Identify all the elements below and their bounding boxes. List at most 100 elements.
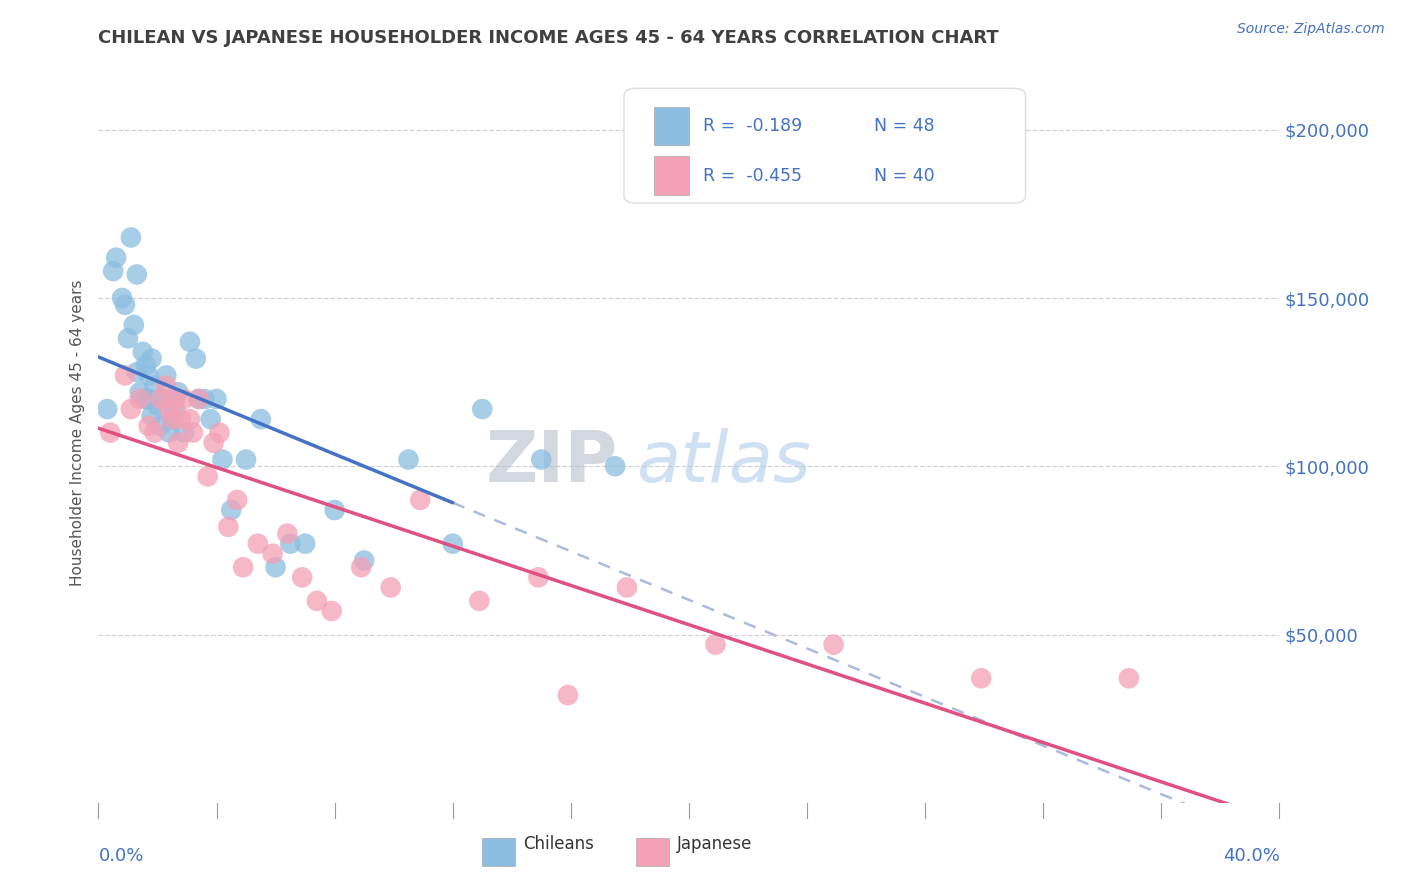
Point bbox=[157, 425, 180, 440]
Point bbox=[350, 560, 373, 574]
Point bbox=[125, 268, 148, 282]
Text: R =  -0.455: R = -0.455 bbox=[703, 167, 801, 185]
Point bbox=[823, 638, 845, 652]
Point bbox=[208, 425, 231, 440]
Text: N = 40: N = 40 bbox=[875, 167, 935, 185]
Point bbox=[557, 688, 579, 702]
Point bbox=[305, 594, 328, 608]
Point bbox=[232, 560, 254, 574]
Point bbox=[264, 560, 287, 574]
Point bbox=[155, 378, 177, 392]
Point bbox=[321, 604, 343, 618]
Point bbox=[132, 344, 155, 359]
Point bbox=[173, 392, 195, 406]
Point bbox=[217, 520, 239, 534]
Point bbox=[138, 368, 160, 383]
Point bbox=[149, 392, 172, 406]
Point bbox=[323, 503, 346, 517]
Point bbox=[294, 536, 316, 550]
Point bbox=[122, 318, 145, 332]
Point bbox=[187, 392, 209, 406]
Point bbox=[194, 392, 217, 406]
FancyBboxPatch shape bbox=[482, 838, 516, 866]
Point bbox=[155, 368, 177, 383]
Point bbox=[704, 638, 727, 652]
Text: ZIP: ZIP bbox=[486, 428, 619, 497]
Point bbox=[165, 402, 187, 417]
Point bbox=[616, 581, 638, 595]
Text: Japanese: Japanese bbox=[678, 835, 752, 853]
Point bbox=[205, 392, 228, 406]
Point bbox=[235, 452, 257, 467]
Point bbox=[143, 425, 166, 440]
FancyBboxPatch shape bbox=[636, 838, 669, 866]
Point bbox=[530, 452, 553, 467]
Point bbox=[162, 412, 183, 426]
Point bbox=[128, 385, 150, 400]
Point bbox=[170, 412, 193, 426]
Point bbox=[605, 459, 627, 474]
Text: Source: ZipAtlas.com: Source: ZipAtlas.com bbox=[1237, 22, 1385, 37]
Point bbox=[187, 392, 209, 406]
Point bbox=[117, 331, 139, 345]
Text: CHILEAN VS JAPANESE HOUSEHOLDER INCOME AGES 45 - 64 YEARS CORRELATION CHART: CHILEAN VS JAPANESE HOUSEHOLDER INCOME A… bbox=[98, 29, 1000, 47]
Point bbox=[138, 392, 160, 406]
Text: R =  -0.189: R = -0.189 bbox=[703, 117, 803, 135]
Text: 0.0%: 0.0% bbox=[98, 847, 143, 865]
Point bbox=[441, 536, 464, 550]
Point bbox=[135, 359, 157, 373]
Point bbox=[184, 351, 207, 366]
Point bbox=[103, 264, 125, 278]
Point bbox=[471, 402, 494, 417]
Point bbox=[173, 425, 195, 440]
Point bbox=[152, 392, 174, 406]
Point bbox=[98, 425, 121, 440]
Point bbox=[146, 399, 169, 413]
Text: N = 48: N = 48 bbox=[875, 117, 935, 135]
Point bbox=[276, 526, 298, 541]
Point bbox=[291, 570, 314, 584]
FancyBboxPatch shape bbox=[624, 88, 1025, 203]
Point bbox=[141, 409, 163, 423]
Point bbox=[125, 365, 148, 379]
Point bbox=[114, 368, 136, 383]
FancyBboxPatch shape bbox=[654, 107, 689, 145]
Point bbox=[138, 418, 160, 433]
Point bbox=[353, 553, 375, 567]
Point bbox=[179, 334, 201, 349]
Point bbox=[262, 547, 284, 561]
Point bbox=[143, 378, 166, 392]
Point bbox=[380, 581, 402, 595]
Point bbox=[157, 402, 180, 417]
Point bbox=[200, 412, 222, 426]
Point bbox=[179, 412, 201, 426]
Point bbox=[149, 418, 172, 433]
Point bbox=[409, 492, 432, 507]
Point bbox=[167, 385, 190, 400]
Point bbox=[120, 402, 142, 417]
Point bbox=[202, 435, 225, 450]
Point bbox=[398, 452, 420, 467]
Point bbox=[250, 412, 273, 426]
Point bbox=[1118, 671, 1140, 685]
FancyBboxPatch shape bbox=[654, 156, 689, 195]
Text: atlas: atlas bbox=[636, 428, 810, 497]
Point bbox=[105, 251, 128, 265]
Point bbox=[181, 425, 204, 440]
Point bbox=[141, 351, 163, 366]
Point bbox=[280, 536, 302, 550]
Point bbox=[167, 435, 190, 450]
Text: 40.0%: 40.0% bbox=[1223, 847, 1279, 865]
Point bbox=[128, 392, 150, 406]
Y-axis label: Householder Income Ages 45 - 64 years: Householder Income Ages 45 - 64 years bbox=[69, 279, 84, 586]
Point bbox=[114, 298, 136, 312]
Text: Chileans: Chileans bbox=[523, 835, 595, 853]
Point bbox=[211, 452, 233, 467]
Point bbox=[221, 503, 243, 517]
Point bbox=[970, 671, 993, 685]
Point bbox=[246, 536, 269, 550]
Point bbox=[135, 392, 157, 406]
Point bbox=[96, 402, 118, 417]
Point bbox=[111, 291, 134, 305]
Point bbox=[468, 594, 491, 608]
